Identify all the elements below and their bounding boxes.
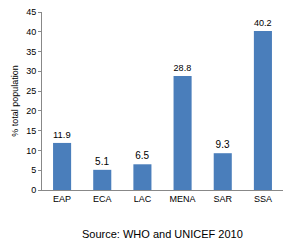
svg-text:40: 40 [26, 27, 36, 37]
svg-text:SSA: SSA [254, 194, 272, 204]
svg-text:35: 35 [26, 47, 36, 57]
svg-text:Source: WHO and UNICEF 2010: Source: WHO and UNICEF 2010 [82, 228, 243, 240]
svg-text:20: 20 [26, 106, 36, 116]
svg-text:EAP: EAP [53, 194, 71, 204]
svg-text:11.9: 11.9 [53, 129, 71, 140]
svg-text:LAC: LAC [134, 194, 152, 204]
svg-text:SAR: SAR [213, 194, 232, 204]
svg-text:% total population: % total population [10, 65, 20, 137]
svg-text:25: 25 [26, 86, 36, 96]
svg-text:ECA: ECA [93, 194, 112, 204]
svg-text:0: 0 [31, 185, 36, 195]
svg-text:5.1: 5.1 [95, 156, 109, 167]
svg-text:9.3: 9.3 [216, 139, 230, 150]
svg-text:28.8: 28.8 [174, 63, 192, 73]
svg-text:40.2: 40.2 [254, 18, 272, 28]
svg-text:15: 15 [26, 126, 36, 136]
svg-text:10: 10 [26, 146, 36, 156]
svg-text:30: 30 [26, 66, 36, 76]
svg-text:6.5: 6.5 [135, 150, 149, 161]
svg-text:MENA: MENA [170, 194, 196, 204]
svg-text:45: 45 [26, 7, 36, 17]
svg-text:5: 5 [31, 165, 36, 175]
